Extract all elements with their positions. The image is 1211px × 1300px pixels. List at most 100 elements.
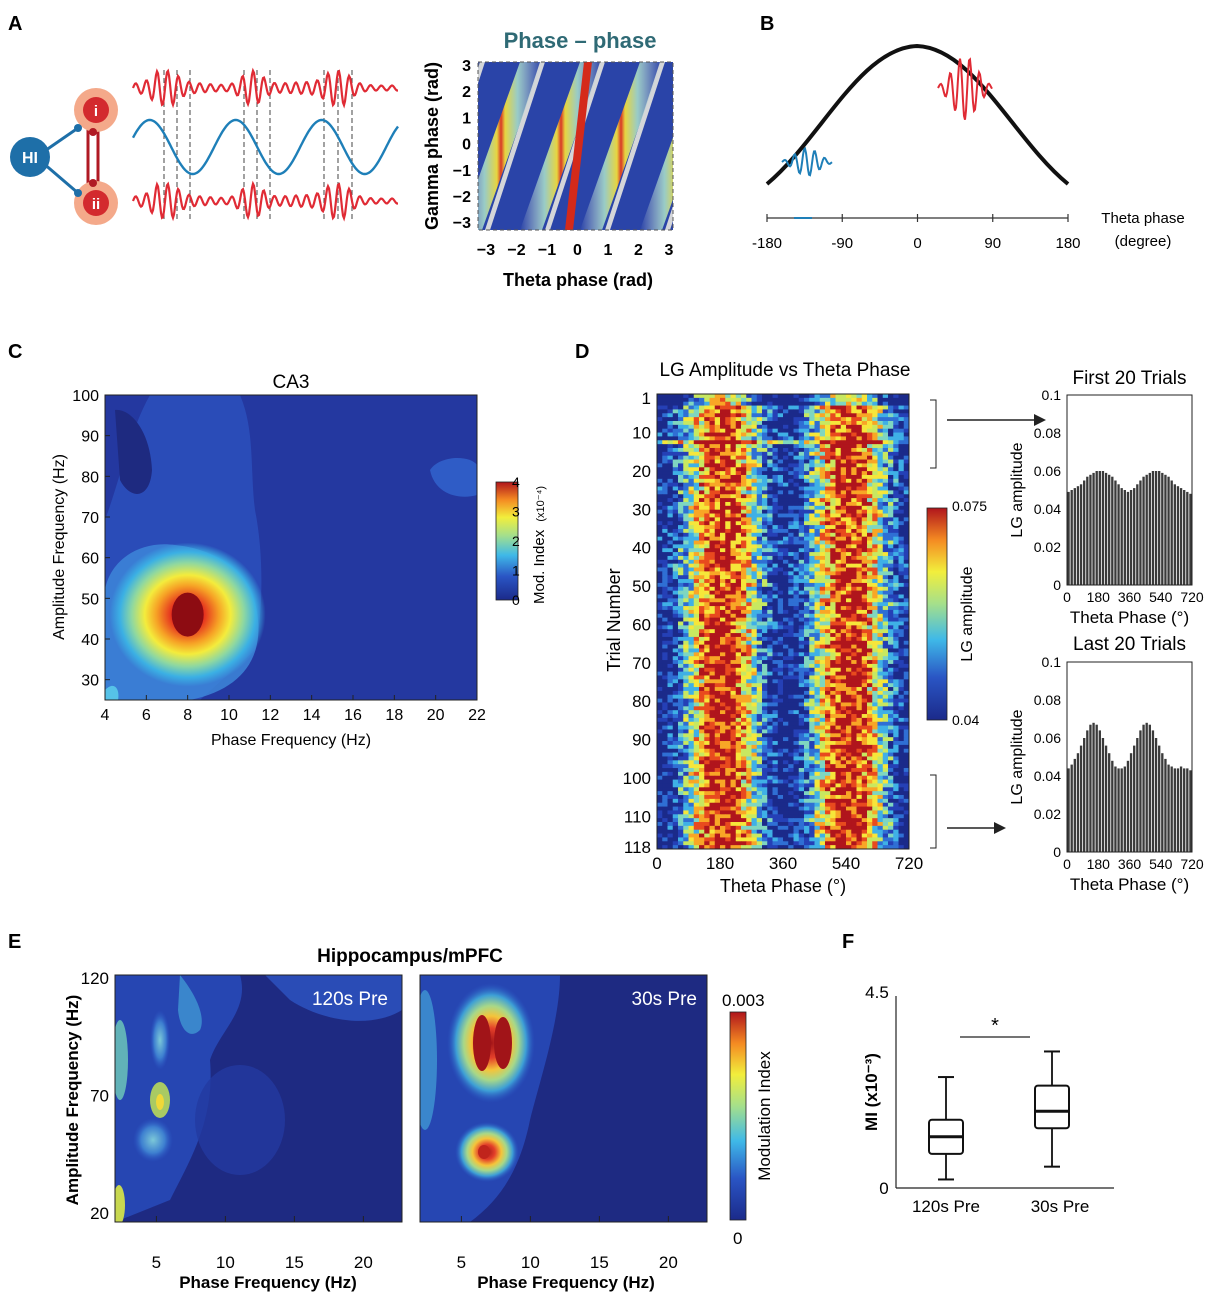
heatmap-cell <box>825 671 831 676</box>
heatmap-cell <box>804 459 810 464</box>
heatmap-cell <box>861 652 868 657</box>
heatmap-cell <box>867 544 873 549</box>
heatmap-cell <box>830 771 836 777</box>
heatmap-cell <box>814 768 821 773</box>
heatmap-cell <box>882 710 889 715</box>
heatmap-cell <box>699 552 705 557</box>
heatmap-cell <box>720 447 726 453</box>
heatmap-cell <box>872 498 878 503</box>
heatmap-cell <box>804 721 810 727</box>
heatmap-cell <box>783 721 789 727</box>
heatmap-cell <box>888 424 894 430</box>
heatmap-cell <box>667 552 674 557</box>
heatmap-cell <box>882 741 889 746</box>
heatmap-cell <box>867 467 873 472</box>
heatmap-cell <box>851 756 857 761</box>
heatmap-cell <box>793 559 800 565</box>
heatmap-cell <box>751 420 758 426</box>
heatmap-cell <box>877 555 884 561</box>
heatmap-cell <box>872 582 878 588</box>
heatmap-cell <box>746 656 752 661</box>
heatmap-cell <box>667 644 674 649</box>
heatmap-cell <box>840 455 847 460</box>
heatmap-cell <box>856 594 863 599</box>
heatmap-cell <box>667 451 674 457</box>
heatmap-cell <box>746 725 752 730</box>
heatmap-cell <box>762 567 768 572</box>
heatmap-cell <box>903 717 909 723</box>
heatmap-cell <box>772 397 779 403</box>
heatmap-cell <box>735 756 742 761</box>
heatmap-cell <box>798 714 805 719</box>
heatmap-cell <box>788 725 794 730</box>
heatmap-cell <box>693 463 700 468</box>
heatmap-cell <box>825 394 831 399</box>
heatmap-cell <box>798 633 805 638</box>
heatmap-cell <box>735 455 742 460</box>
heatmap-cell <box>819 748 826 754</box>
heatmap-cell <box>783 640 789 646</box>
heatmap-cell <box>898 486 905 491</box>
heatmap-cell <box>741 571 747 576</box>
heatmap-cell <box>699 501 705 507</box>
phase-bands <box>478 62 673 230</box>
heatmap-cell <box>741 440 747 445</box>
heatmap-cell <box>903 652 909 657</box>
heatmap-cell <box>756 582 763 588</box>
heatmap-cell <box>783 498 789 503</box>
heatmap-cell <box>840 725 847 730</box>
heatmap-cell <box>825 463 831 468</box>
heatmap-cell <box>772 698 779 703</box>
heatmap-cell <box>735 741 742 746</box>
heatmap-cell <box>872 563 878 568</box>
heatmap-cell <box>809 521 815 526</box>
heatmap-cell <box>793 694 800 700</box>
heatmap-cell <box>741 548 747 553</box>
heatmap-cell <box>772 498 779 503</box>
heatmap-cell <box>804 447 810 453</box>
heatmap-cell <box>725 687 731 692</box>
heatmap-cell <box>830 652 836 657</box>
heatmap-cell <box>683 420 689 426</box>
heatmap-cell <box>746 540 752 545</box>
heatmap-cell <box>709 509 716 514</box>
heatmap-cell <box>840 571 847 576</box>
heatmap-cell <box>762 706 768 711</box>
heatmap-cell <box>825 617 831 622</box>
heatmap-cell <box>688 756 695 761</box>
heatmap-cell <box>903 725 909 730</box>
heatmap-cell <box>683 744 689 750</box>
heatmap-cell <box>893 717 899 723</box>
heatmap-cell <box>741 667 747 673</box>
heatmap-cell <box>872 602 878 607</box>
heatmap-cell <box>903 729 909 734</box>
heatmap-cell <box>856 513 863 518</box>
heatmap-cell <box>814 679 821 684</box>
heatmap-cell <box>767 694 773 700</box>
heatmap-cell <box>693 660 700 665</box>
heatmap-cell <box>872 586 878 592</box>
heatmap-cell <box>835 444 842 449</box>
heatmap-cell <box>856 459 863 464</box>
heatmap-cell <box>725 656 731 661</box>
heatmap-cell <box>762 656 768 661</box>
heatmap-cell <box>851 698 857 703</box>
heatmap-cell <box>856 528 863 534</box>
heatmap-cell <box>867 606 873 611</box>
heatmap-cell <box>856 555 863 561</box>
heatmap-cell <box>672 517 679 522</box>
heatmap-cell <box>672 567 679 572</box>
heatmap-cell <box>725 397 731 403</box>
heatmap-cell <box>893 775 899 780</box>
heatmap-cell <box>851 690 857 696</box>
heatmap-cell <box>835 687 842 692</box>
heatmap-cell <box>846 617 852 622</box>
heatmap-cell <box>683 417 689 422</box>
theta-phase-degree-unit: (degree) <box>1115 233 1172 250</box>
heatmap-cell <box>840 463 847 468</box>
heatmap-cell <box>688 555 695 561</box>
heatmap-cell <box>798 648 805 653</box>
heatmap-cell <box>662 417 668 422</box>
heatmap-cell <box>725 548 731 553</box>
heatmap-cell <box>714 698 721 703</box>
